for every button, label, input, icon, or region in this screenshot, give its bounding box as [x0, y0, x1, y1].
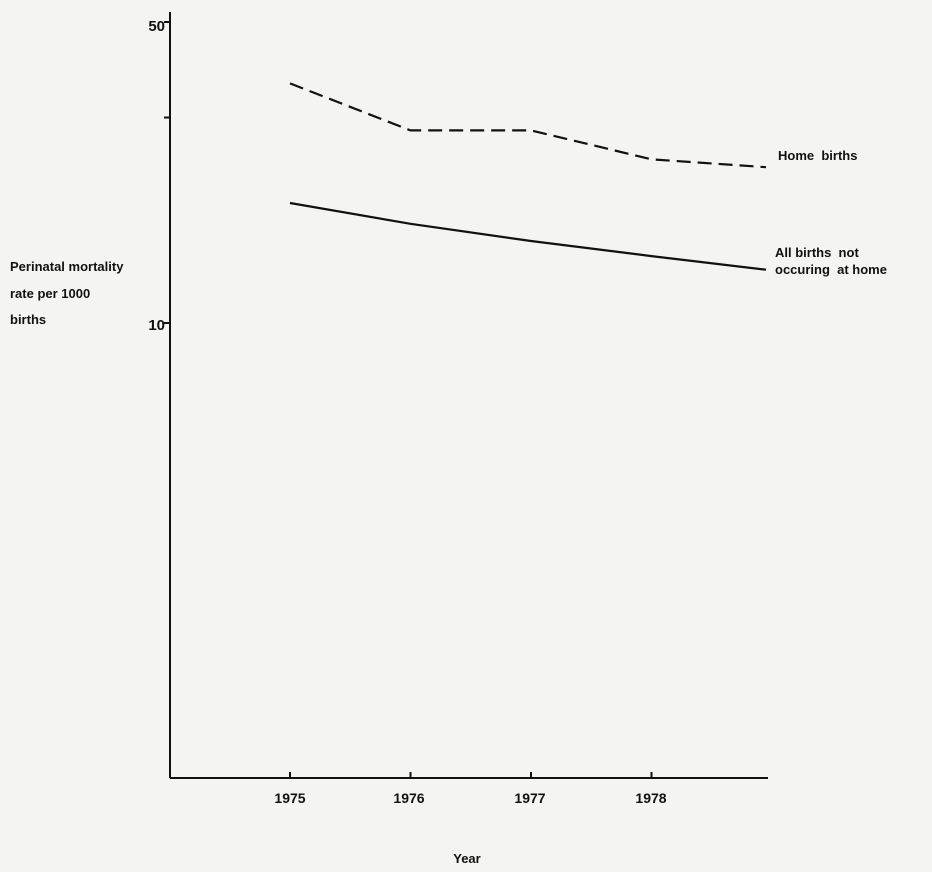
series-lines	[289, 82, 767, 271]
y-tick-label-50: 50	[148, 18, 165, 35]
y-axis-label-line-1: Perinatal mortality	[10, 259, 124, 274]
x-tick-label-1976: 1976	[393, 790, 424, 806]
series-label-other-births-line-2: occuring at home	[775, 262, 887, 277]
y-axis-label-line-3: births	[10, 312, 46, 327]
y-ticks	[164, 21, 170, 324]
series-label-other-births-line-1: All births not	[775, 245, 859, 260]
x-tick-label-1977: 1977	[514, 790, 545, 806]
y-tick-labels: 50 10	[148, 18, 165, 334]
series-label-home-births: Home births	[778, 148, 857, 163]
x-tick-label-1978: 1978	[635, 790, 666, 806]
x-axis-label: Year	[453, 851, 480, 866]
series-line-home-births	[289, 82, 767, 169]
y-tick-label-10: 10	[148, 317, 165, 334]
x-ticks	[289, 772, 653, 778]
y-axis-label-line-2: rate per 1000	[10, 286, 90, 301]
series-line-other-births	[289, 201, 767, 271]
x-tick-labels: 1975 1976 1977 1978	[274, 790, 666, 806]
x-tick-label-1975: 1975	[274, 790, 305, 806]
